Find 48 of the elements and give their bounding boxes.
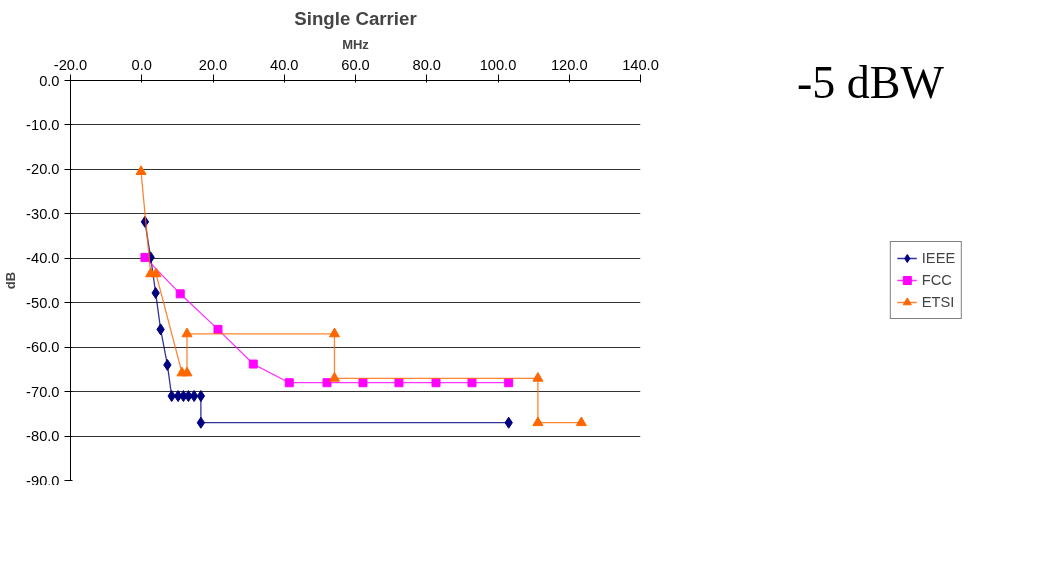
chart-title: Single Carrier [294,7,417,29]
y-tick-label: -30.0 [26,205,60,222]
y-tick-label: -40.0 [26,250,60,267]
y-tick-label: -80.0 [26,428,60,445]
point [431,378,441,388]
y-tick-label: -20.0 [26,161,60,178]
y-tick-label: -50.0 [26,294,60,311]
x-axis-title: MHz [342,36,370,52]
x-tick-label: -20.0 [53,56,88,73]
legend-label: IEEE [921,250,956,266]
point [248,359,258,369]
point [532,372,544,382]
x-tick-label: 60.0 [341,56,370,73]
y-tick-label: -60.0 [26,339,60,356]
y-tick-label: -90.0 [26,472,60,489]
point [140,252,150,262]
y-tick-label: 0.0 [39,72,60,89]
point [504,378,514,388]
point [284,378,294,388]
legend-label: FCC [921,272,952,288]
point [394,378,404,388]
x-tick-label: 120.0 [550,56,588,73]
x-tick-label: 40.0 [269,56,299,73]
point [358,378,368,388]
y-tick-label: -70.0 [26,383,60,400]
point [532,416,544,427]
point [196,390,206,403]
point [328,327,340,338]
point [181,327,193,338]
x-tick-label: 20.0 [198,56,228,73]
legend-label: ETSI [921,294,955,310]
point [322,378,332,388]
point [196,416,206,429]
point [181,366,193,377]
point [575,416,587,427]
text: -5 dBW [797,57,944,108]
y-axis-title: dB [3,271,19,290]
point [213,324,223,334]
point [328,372,340,382]
point [150,267,162,278]
x-tick-label: 0.0 [131,56,152,73]
x-tick-label: 100.0 [479,56,517,73]
point [467,378,477,388]
y-tick-label: -10.0 [26,116,60,133]
point [135,165,147,175]
x-tick-label: 140.0 [622,56,659,73]
point [175,289,185,299]
x-tick-label: 80.0 [412,56,442,73]
